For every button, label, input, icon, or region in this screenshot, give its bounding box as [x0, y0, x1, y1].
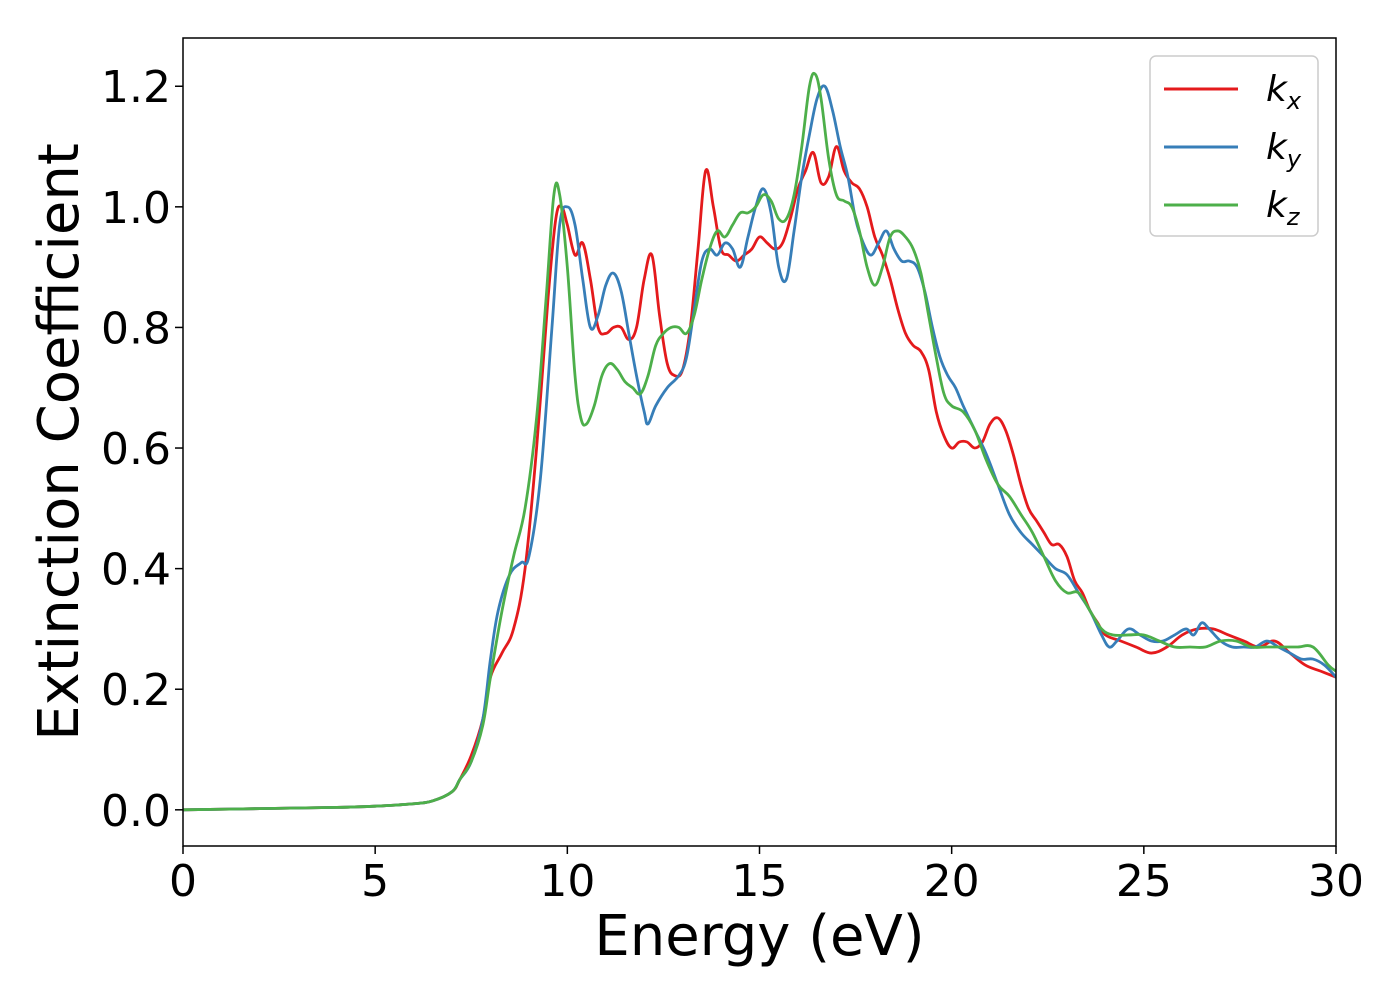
legend-label: kx [1266, 69, 1302, 115]
x-tick-label: 10 [539, 856, 595, 907]
x-tick-label: 25 [1116, 856, 1172, 907]
y-tick-label: 1.0 [101, 183, 171, 234]
x-tick-label: 20 [924, 856, 980, 907]
series-lines [183, 71, 1336, 812]
x-tick-label: 15 [732, 856, 788, 907]
legend-label-subscript: x [1286, 87, 1302, 115]
series-line-k-z [183, 71, 1336, 812]
series-line-k-x [183, 145, 1336, 812]
legend-entry-k-y: ky [1164, 127, 1302, 173]
legend-label-main: k [1266, 185, 1289, 226]
x-tick-label: 5 [361, 856, 389, 907]
y-tick-label: 0.4 [101, 545, 171, 596]
x-tick-label: 0 [169, 856, 197, 907]
legend-label: kz [1266, 185, 1301, 231]
y-tick-label: 0.6 [101, 424, 171, 475]
y-axis-title: Extinction Coefficient [27, 143, 92, 741]
y-axis: 0.0 0.2 0.4 0.6 0.8 1.0 1.2 [101, 62, 183, 837]
y-tick-label: 0.0 [101, 786, 171, 837]
x-tick-label: 30 [1308, 856, 1364, 907]
x-axis: 0 5 10 15 20 25 30 [169, 846, 1364, 907]
legend-label: ky [1266, 127, 1302, 173]
y-tick-label: 0.2 [101, 665, 171, 716]
legend-label-main: k [1266, 127, 1289, 168]
y-tick-label: 1.2 [101, 62, 171, 113]
legend-label-subscript: y [1286, 145, 1302, 173]
series-line-k-y [183, 84, 1336, 812]
legend-label-main: k [1266, 69, 1289, 110]
x-axis-title: Energy (eV) [594, 904, 924, 969]
legend-entry-k-z: kz [1164, 185, 1301, 231]
y-tick-label: 0.8 [101, 303, 171, 354]
legend-label-subscript: z [1286, 203, 1301, 231]
legend-entry-k-x: kx [1164, 69, 1302, 115]
